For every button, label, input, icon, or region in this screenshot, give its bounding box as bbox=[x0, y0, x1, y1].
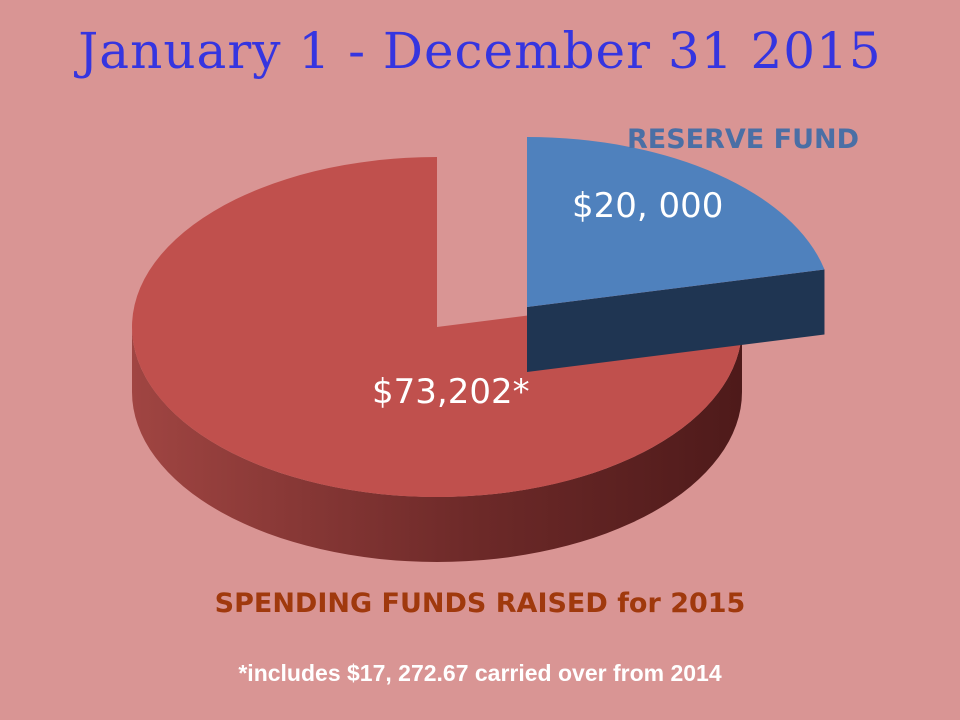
spending-funds-label: SPENDING FUNDS RAISED for 2015 bbox=[214, 588, 746, 619]
reserve-fund-value: $20, 000 bbox=[572, 186, 724, 226]
spending-slice bbox=[131, 157, 742, 497]
spending-fund-value: $73,202* bbox=[372, 372, 530, 412]
chart-title: January 1 - December 31 2015 bbox=[78, 22, 882, 80]
reserve-slice bbox=[527, 137, 825, 307]
reserve-fund-label: RESERVE FUND bbox=[627, 124, 860, 155]
reserve-slice-side bbox=[527, 269, 825, 372]
spending-slice-side bbox=[132, 327, 742, 562]
footnote: *includes $17, 272.67 carried over from … bbox=[238, 660, 722, 686]
